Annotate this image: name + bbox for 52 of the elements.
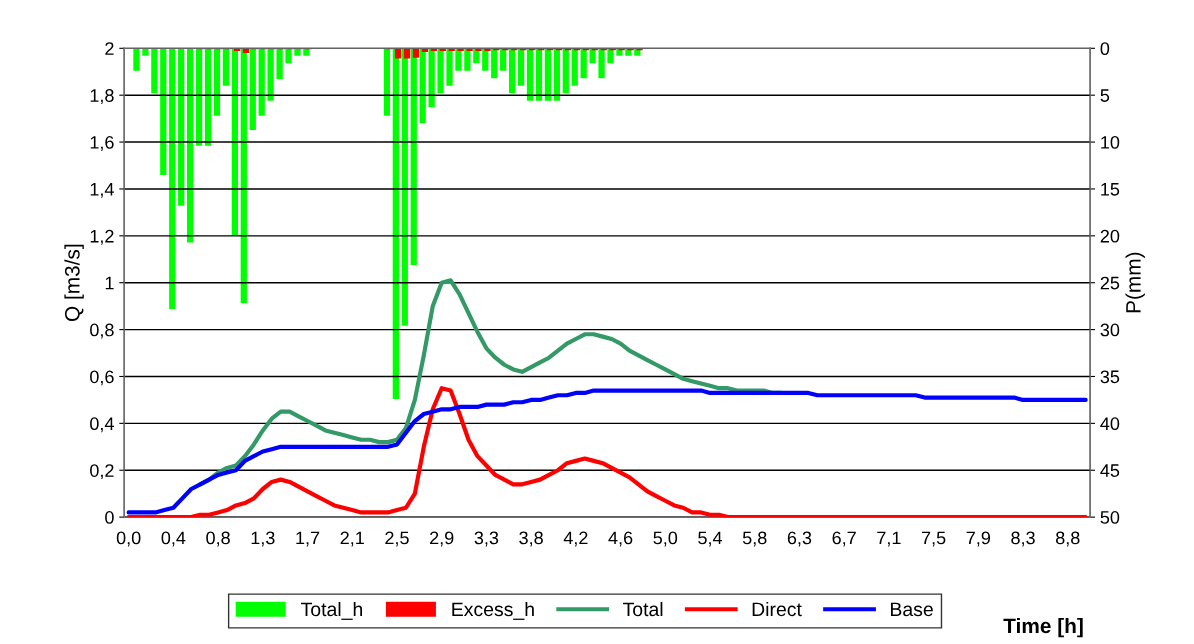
y-tick-label: 1,2 (90, 229, 114, 245)
x-axis-title: Time [h] (1003, 617, 1083, 638)
x-tick-label: 3,3 (474, 531, 499, 547)
x-tick-label: 2,1 (340, 531, 364, 547)
legend-label: Total (623, 601, 663, 617)
y2-tick-label: 20 (1100, 229, 1120, 243)
x-tick-label: 5,4 (698, 531, 723, 547)
x-tick-label: 0,8 (206, 531, 230, 547)
x-tick-label: 4,2 (563, 531, 588, 547)
y-tick-label: 1,8 (90, 89, 114, 105)
x-tick-label: 2,5 (385, 531, 409, 547)
legend-label: Base (890, 602, 933, 617)
x-tick-label: 7,9 (966, 531, 991, 547)
y2-axis-title: P(mm) (1125, 252, 1145, 313)
x-tick-label: 7,5 (921, 531, 946, 547)
y-tick-label: 0,4 (90, 417, 114, 433)
y2-tick-label: 30 (1100, 323, 1120, 337)
x-tick-label: 8,3 (1011, 531, 1035, 547)
y2-tick-label: 10 (1101, 136, 1120, 149)
x-tick-label: 4,6 (608, 531, 633, 547)
y-axis-title: Q [m3/s] (64, 244, 84, 322)
y2-tick-label: 45 (1100, 464, 1120, 477)
y2-tick-label: 25 (1100, 276, 1120, 290)
x-tick-label: 6,3 (787, 531, 812, 547)
y2-tick-label: 35 (1100, 370, 1120, 384)
x-tick-label: 8,8 (1056, 531, 1080, 547)
legend-label: Total_h (301, 601, 362, 620)
y-tick-label: 0 (105, 511, 114, 524)
x-tick-label: 0,4 (161, 531, 186, 547)
x-tick-label: 1,7 (296, 531, 320, 547)
y-tick-label: 0,8 (90, 323, 114, 339)
y-tick-label: 1 (105, 276, 114, 290)
y2-tick-label: 0 (1100, 42, 1110, 56)
y2-tick-label: 5 (1100, 89, 1110, 102)
x-tick-label: 5,0 (653, 531, 678, 547)
y-tick-label: 1,6 (90, 136, 114, 151)
y-tick-label: 2 (105, 42, 114, 55)
y-tick-label: 0,2 (90, 464, 114, 480)
x-tick-label: 3,8 (519, 531, 543, 547)
x-tick-label: 0,0 (116, 531, 141, 547)
y2-tick-label: 50 (1100, 511, 1120, 524)
y2-tick-label: 15 (1101, 183, 1120, 196)
legend-label: Direct (752, 601, 802, 617)
x-tick-label: 7,1 (877, 531, 901, 547)
y-tick-label: 1,4 (90, 183, 114, 198)
x-tick-label: 5,8 (742, 531, 767, 547)
legend-label: Excess_h (452, 601, 534, 620)
y-tick-label: 0,6 (90, 370, 114, 386)
x-tick-label: 6,7 (832, 531, 856, 547)
x-tick-label: 2,9 (430, 531, 454, 547)
y2-tick-label: 40 (1100, 417, 1120, 431)
x-tick-label: 1,3 (251, 531, 275, 547)
